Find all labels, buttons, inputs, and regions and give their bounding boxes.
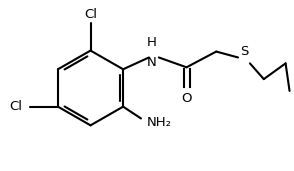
- Text: O: O: [181, 92, 192, 105]
- Text: NH₂: NH₂: [147, 116, 172, 129]
- Text: S: S: [240, 45, 248, 58]
- Text: Cl: Cl: [84, 8, 97, 21]
- Text: N: N: [147, 56, 157, 69]
- Text: H: H: [147, 36, 157, 49]
- Text: Cl: Cl: [9, 100, 22, 113]
